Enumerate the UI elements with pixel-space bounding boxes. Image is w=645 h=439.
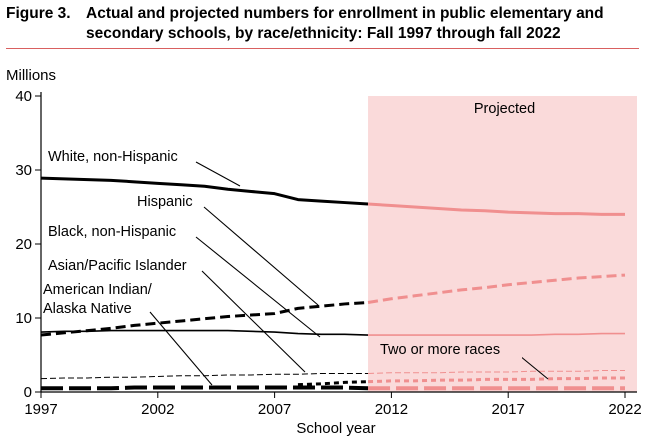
- series-line-projected-3: [368, 370, 625, 374]
- axes: 0 10 20 30 40 1997 2002 2007 2012 2017 2022: [15, 88, 641, 418]
- series-line-actual-0: [40, 176, 369, 206]
- series-line-projected-0: [367, 202, 625, 216]
- leader-line-4: [149, 311, 213, 386]
- label-layer: White, non-Hispanic Hispanic Black, non-Hi…: [43, 149, 522, 359]
- x-tick-label: 2022: [608, 401, 641, 418]
- figure-label: Figure 3.: [6, 5, 71, 22]
- series-line-actual-4: [41, 385, 369, 391]
- series-line-actual-1: [40, 300, 369, 337]
- x-axis-label: School year: [296, 420, 375, 437]
- series-layer: [40, 176, 626, 391]
- series-label: Black, non-Hispanic: [48, 224, 176, 240]
- leader-layer: [149, 161, 549, 386]
- y-tick-label: 10: [15, 310, 32, 327]
- x-tick-label: 2012: [375, 401, 408, 418]
- x-tick-label: 2002: [141, 401, 174, 418]
- series-label: Two or more races: [380, 342, 500, 358]
- series-line-actual-2: [40, 329, 369, 336]
- series-label: Alaska Native: [43, 301, 132, 317]
- series-label: Asian/Pacific Islander: [48, 258, 187, 274]
- y-tick-label: 0: [24, 384, 32, 401]
- leader-line-5: [519, 355, 549, 380]
- leader-line-3: [201, 270, 306, 373]
- leader-line-0: [195, 161, 241, 187]
- x-tick-label: 2017: [492, 401, 525, 418]
- projected-label: Projected: [474, 101, 535, 117]
- series-label: American Indian/: [43, 282, 153, 298]
- y-tick-label: 40: [15, 88, 32, 105]
- figure-title: Actual and projected numbers for enrollm…: [86, 5, 604, 42]
- y-tick-label: 20: [15, 236, 32, 253]
- series-label: White, non-Hispanic: [48, 149, 178, 165]
- leader-line-1: [203, 206, 319, 306]
- y-axis-label: Millions: [6, 67, 56, 84]
- series-line-projected-5: [367, 376, 625, 384]
- series-line-projected-2: [368, 332, 625, 336]
- title-rule: [6, 48, 639, 49]
- label-backdrop: [376, 339, 522, 359]
- series-line-projected-1: [367, 273, 626, 304]
- leader-line-2: [195, 236, 321, 338]
- x-tick-label: 2007: [258, 401, 291, 418]
- series-label: Hispanic: [137, 194, 193, 210]
- x-tick-label: 1997: [24, 401, 57, 418]
- series-line-actual-5: [297, 380, 369, 387]
- y-tick-label: 30: [15, 162, 32, 179]
